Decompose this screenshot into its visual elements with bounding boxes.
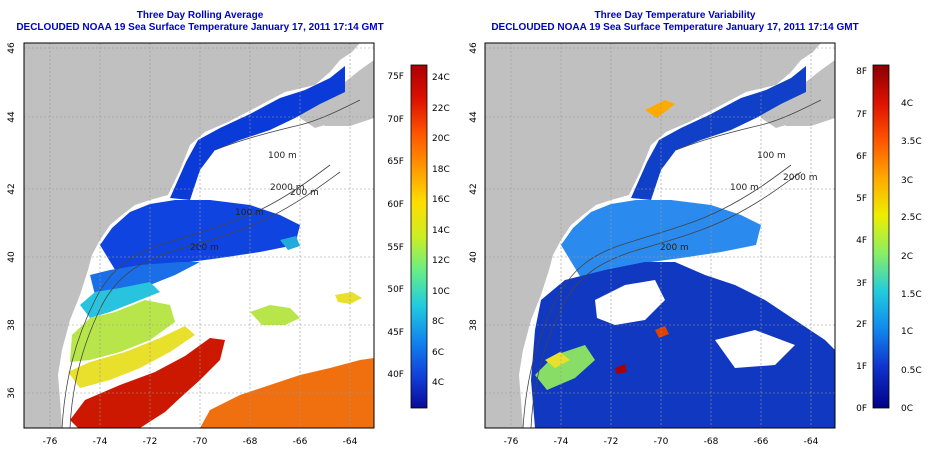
colorbar-c-label: 14C [432, 226, 450, 236]
sst-average-map: 100 m 100 m 2000 m 200 m 200 m -76 -74 -… [7, 42, 450, 447]
map-title: Three Day Temperature Variability [594, 10, 756, 21]
colorbar-c-label: 3C [901, 176, 913, 186]
colorbar-c-label: 4C [432, 378, 444, 388]
colorbar-f-label: 40F [387, 370, 404, 380]
lon-tick: -76 [504, 437, 519, 447]
colorbar-f-label: 8F [856, 67, 867, 77]
lon-tick: -66 [754, 437, 769, 447]
colorbar-c-label: 16C [432, 195, 450, 205]
map-subtitle: DECLOUDED NOAA 19 Sea Surface Temperatur… [491, 22, 859, 33]
colorbar-c-label: 22C [432, 104, 450, 114]
lat-tick: 46 [469, 42, 479, 54]
contour-labels: 100 m 100 m 2000 m 200 m 200 m [190, 151, 319, 253]
svg-text:2000 m: 2000 m [783, 173, 818, 183]
colorbar-c-label: 2C [901, 252, 913, 262]
colorbar-f-label: 45F [387, 328, 404, 338]
colorbar-f-label: 75F [387, 72, 404, 82]
lon-tick: -70 [193, 437, 208, 447]
svg-text:100 m: 100 m [268, 151, 297, 161]
lat-tick: 42 [7, 183, 17, 194]
lon-tick: -72 [604, 437, 619, 447]
colorbar-f-label: 60F [387, 200, 404, 210]
svg-text:100 m: 100 m [757, 151, 786, 161]
lon-axis: -76 -74 -72 -70 -68 -66 -64 [504, 437, 819, 447]
colorbar-f-label: 6F [856, 152, 867, 162]
colorbar-c-label: 0.5C [901, 366, 922, 376]
colorbar-f-label: 0F [856, 404, 867, 414]
lat-tick: 46 [7, 42, 17, 54]
colorbar-f-label: 55F [387, 243, 404, 253]
lat-tick: 36 [7, 387, 17, 399]
colorbar-f-label: 5F [856, 194, 867, 204]
colorbar-f-label: 3F [856, 279, 867, 289]
lon-tick: -74 [93, 437, 108, 447]
depth-contours [61, 99, 361, 429]
colorbar-c-label: 2.5C [901, 213, 922, 223]
colorbar-c-label: 8C [432, 317, 444, 327]
contour-labels: 100 m 100 m 2000 m 200 m [660, 151, 818, 253]
colorbar-f-label: 4F [856, 236, 867, 246]
sst-variability-map: 100 m 100 m 2000 m 200 m -76 -74 -72 -70… [475, 42, 922, 447]
svg-text:200 m: 200 m [290, 188, 319, 198]
grid [24, 43, 374, 428]
sst-average-panel: Three Day Rolling Average DECLOUDED NOAA… [7, 10, 450, 447]
lon-tick: -70 [654, 437, 669, 447]
sst-variability-panel: Three Day Temperature Variability DECLOU… [475, 0, 950, 475]
svg-text:100 m: 100 m [235, 208, 264, 218]
colorbar-c-label: 18C [432, 165, 450, 175]
colorbar-f-label: 70F [387, 115, 404, 125]
lon-tick: -74 [554, 437, 569, 447]
grid [485, 43, 835, 428]
lon-tick: -64 [804, 437, 819, 447]
lon-tick: -72 [143, 437, 158, 447]
colorbar-f-label: 2F [856, 320, 867, 330]
colorbar-f-label: 50F [387, 285, 404, 295]
lon-tick: -66 [293, 437, 308, 447]
colorbar: 8F 7F 6F 5F 4F 3F 2F 1F 0F 4C 3.5C 3C 2.… [856, 64, 922, 414]
lon-tick: -76 [43, 437, 58, 447]
colorbar-f-label: 1F [856, 362, 867, 372]
colorbar-c-label: 6C [432, 348, 444, 358]
lat-axis: 36 38 40 42 44 46 [7, 42, 17, 399]
lat-tick: 38 [469, 319, 479, 331]
svg-text:2000 m: 2000 m [270, 183, 305, 193]
lat-tick: 44 [469, 111, 479, 123]
lat-tick: 36 [475, 387, 478, 399]
colorbar-c-label: 1.5C [901, 290, 922, 300]
colorbar-c-label: 0C [901, 404, 913, 414]
svg-text:200 m: 200 m [190, 243, 219, 253]
lon-tick: -68 [704, 437, 719, 447]
colorbar-f-label: 7F [856, 110, 867, 120]
svg-text:200 m: 200 m [660, 243, 689, 253]
lat-tick: 42 [469, 183, 479, 194]
lon-tick: -64 [343, 437, 358, 447]
colorbar-c-label: 4C [901, 99, 913, 109]
lat-tick: 40 [469, 251, 479, 263]
map-subtitle: DECLOUDED NOAA 19 Sea Surface Temperatur… [16, 22, 384, 33]
depth-contours [522, 99, 822, 429]
colorbar-f-label: 65F [387, 157, 404, 167]
lat-tick: 38 [7, 319, 17, 331]
colorbar-c-label: 1C [901, 327, 913, 337]
colorbar-c-label: 24C [432, 73, 450, 83]
colorbar-c-label: 3.5C [901, 137, 922, 147]
lon-tick: -68 [243, 437, 258, 447]
colorbar-c-label: 12C [432, 256, 450, 266]
svg-text:100 m: 100 m [730, 183, 759, 193]
colorbar-c-label: 10C [432, 287, 450, 297]
map-title: Three Day Rolling Average [136, 10, 264, 21]
colorbar-c-label: 20C [432, 134, 450, 144]
lat-axis: 36 [475, 387, 478, 399]
colorbar: 75F 70F 65F 60F 55F 50F 45F 40F 24C 22C … [387, 64, 450, 409]
lat-tick: 40 [7, 251, 17, 263]
lon-axis: -76 -74 -72 -70 -68 -66 -64 [43, 437, 358, 447]
lat-axis-right: 38 40 42 44 46 [469, 42, 479, 331]
lat-tick: 44 [7, 111, 17, 123]
